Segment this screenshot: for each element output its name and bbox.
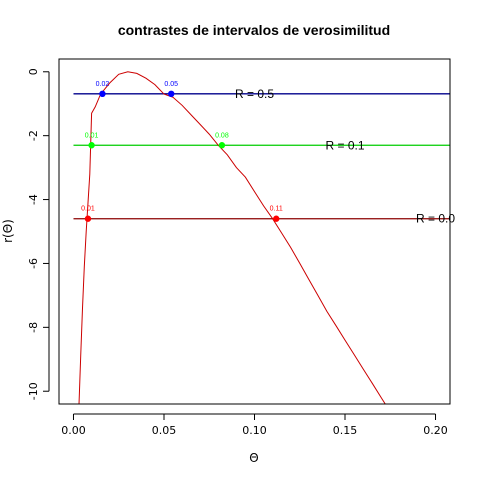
intersection-label: 0.11 bbox=[270, 206, 283, 213]
y-tick-label: 0 bbox=[27, 68, 40, 75]
y-axis-label: r(Θ) bbox=[1, 219, 15, 243]
y-tick-label: -8 bbox=[27, 322, 40, 333]
intersection-label: 0.01 bbox=[81, 206, 95, 213]
x-tick-label: 0.00 bbox=[61, 424, 86, 437]
intersection-label: 0.05 bbox=[164, 81, 178, 88]
intersection-label: 0.01 bbox=[85, 132, 99, 139]
likelihood-curve bbox=[79, 72, 390, 412]
level-label-3: R = 0.0 bbox=[416, 212, 455, 226]
intersection-point bbox=[219, 142, 225, 148]
y-tick-label: -6 bbox=[27, 258, 40, 269]
x-tick-label: 0.20 bbox=[423, 424, 448, 437]
chart-title: contrastes de intervalos de verosimilitu… bbox=[118, 22, 390, 38]
level-label-1: R = 0.5 bbox=[235, 87, 274, 101]
marker-layer: R = 0.5 0.02 0.05 R = 0.1 0.01 0.08 R = 0.0 0.0… bbox=[81, 81, 455, 226]
series-layer bbox=[73, 72, 450, 412]
intersection-label: 0.02 bbox=[96, 81, 110, 88]
y-tick-label: -4 bbox=[27, 194, 40, 205]
x-tick-label: 0.05 bbox=[152, 424, 177, 437]
y-tick-label: -2 bbox=[27, 130, 40, 141]
y-tick-label: -10 bbox=[27, 382, 40, 400]
x-axis: 0.00 0.05 0.10 0.15 0.20 bbox=[61, 414, 448, 437]
plot-frame bbox=[59, 59, 450, 404]
level-label-2: R = 0.1 bbox=[325, 138, 364, 152]
intersection-point bbox=[168, 91, 174, 97]
intersection-point bbox=[99, 91, 105, 97]
x-tick-label: 0.15 bbox=[333, 424, 358, 437]
y-axis: 0 -2 -4 -6 -8 -10 bbox=[27, 68, 49, 400]
x-tick-label: 0.10 bbox=[242, 424, 267, 437]
x-axis-label: Θ bbox=[249, 451, 258, 465]
intersection-point bbox=[273, 216, 279, 222]
intersection-point bbox=[85, 216, 91, 222]
intersection-point bbox=[88, 142, 94, 148]
intersection-label: 0.08 bbox=[215, 132, 229, 139]
